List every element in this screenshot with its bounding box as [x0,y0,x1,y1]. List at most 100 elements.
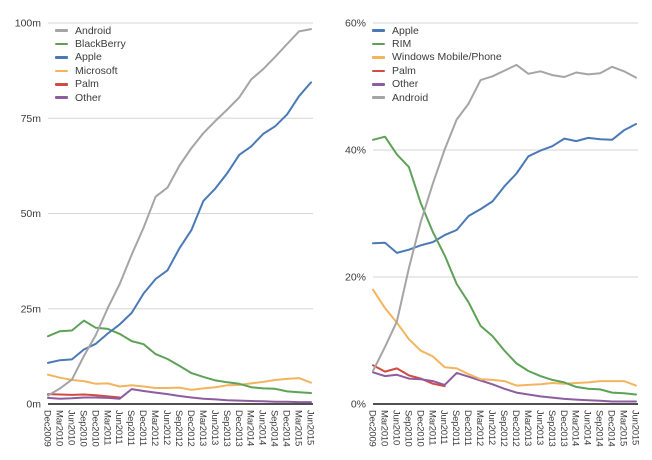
x-tick-label: Sep2013 [221,410,232,447]
x-tick-label: Dec2011 [462,410,473,446]
legend-swatch-icon [55,82,68,86]
x-tick-label: Mar2011 [101,410,112,445]
legend-item-blackberry: BlackBerry [55,37,126,50]
x-tick-label: Jun2011 [438,410,449,444]
legend-item-palm: Palm [55,78,126,91]
legend-swatch-icon [372,42,385,46]
y-tick-label: 75m [21,113,42,125]
x-tick-label: Dec2013 [233,410,244,447]
x-tick-label: Mar2010 [53,410,64,446]
y-tick-label: 25m [21,303,42,315]
x-tick-label: Mar2013 [522,410,533,446]
legend-swatch-icon [55,96,68,99]
x-tick-label: Sep2012 [173,410,184,447]
legend-item-apple: Apple [372,24,502,37]
legend-label: Apple [75,51,102,64]
x-tick-label: Jun2010 [390,410,401,445]
legend-label: Palm [392,64,416,77]
x-tick-label: Mar2012 [474,410,485,446]
us-smartphone-market-share-legend: Apple RIM Windows Mobile/Phone Palm Other And… [372,24,502,104]
x-tick-label: Dec2009 [42,410,53,447]
series-line-palm [47,393,121,399]
series-line-apple [372,123,637,254]
legend-label: Apple [392,24,419,37]
series-line-rim [372,135,637,396]
legend-item-android: Android [372,91,502,104]
x-tick-label: Sep2011 [125,410,136,446]
legend-swatch-icon [55,56,68,59]
legend-item-windows-mobile-phone: Windows Mobile/Phone [372,51,502,64]
legend-item-microsoft: Microsoft [55,64,126,77]
us-smartphone-market-share-plot-area: 0%20%40%60%Dec2009 Mar2010 Jun2010 Sep2010 D… [345,18,641,447]
us-smartphone-installed-base-legend: Android BlackBerry Apple Microsoft Palm Other [55,24,126,104]
series-line-blackberry [47,319,312,394]
x-tick-label: Mar2010 [378,410,389,446]
x-tick-label: Sep2010 [77,410,88,447]
x-tick-label: Jun2013 [534,410,545,445]
x-tick-label: Dec2012 [510,410,521,447]
legend-item-android: Android [55,24,126,37]
legend-label: Microsoft [75,64,118,77]
legend-label: Other [75,91,102,104]
series-line-other [47,388,312,404]
installed-base-chart: 0m 25m 50m 75m 100m Dec2009 Mar2010 Jun2010 Sep2… [15,18,316,447]
legend-label: Palm [75,78,99,91]
x-tick-label: Sep2013 [546,410,557,447]
legend-label: Android [75,24,112,37]
x-tick-label: Sep2011 [450,410,461,446]
series-line-apple [47,81,312,364]
x-tick-label: Sep2012 [498,410,509,447]
legend-label: BlackBerry [75,38,126,51]
x-tick-label: Dec2010 [414,410,425,447]
legend-swatch-icon [55,29,68,32]
series-line-android [372,63,637,372]
legend-label: Windows Mobile/Phone [392,51,502,64]
x-tick-label: Jun2013 [209,410,220,445]
x-tick-label: Mar2012 [149,410,160,446]
x-tick-label: Dec2011 [137,410,148,446]
y-tick-label: 40% [345,145,366,157]
series-line-other [372,371,637,403]
series-line-android [47,28,312,397]
y-tick-label: 60% [345,18,366,30]
x-tick-label: Sep2010 [402,410,413,447]
series-line-microsoft [47,373,312,391]
x-tick-label: Sep2014 [269,410,280,447]
x-tick-label: Jun2014 [257,410,268,445]
x-tick-label: Sep2014 [594,410,605,447]
x-tick-label: Dec2013 [558,410,569,447]
x-tick-label: Mar2013 [197,410,208,446]
legend-swatch-icon [55,42,68,46]
x-tick-label: Mar2015 [293,410,304,446]
x-tick-label: Jun2011 [113,410,124,444]
legend-item-apple: Apple [55,51,126,64]
legend-label: Other [392,78,419,91]
x-tick-label: Mar2014 [245,410,256,446]
legend-swatch-icon [372,96,385,99]
legend-label: RIM [392,38,412,51]
legend-swatch-icon [372,69,385,73]
series-line-palm [372,364,446,388]
y-tick-label: 50m [21,208,42,220]
legend-swatch-icon [372,82,385,86]
legend-item-other: Other [372,78,502,91]
legend-item-other: Other [55,91,126,104]
legend-swatch-icon [372,56,385,59]
y-tick-label: 20% [345,272,366,284]
x-tick-label: Mar2014 [570,410,581,446]
x-tick-label: Jun2015 [630,410,641,445]
x-tick-label: Jun2012 [486,410,497,445]
x-tick-label: Mar2015 [618,410,629,446]
x-tick-label: Dec2014 [281,410,292,447]
y-tick-label: 0m [26,399,41,411]
x-tick-label: Jun2010 [65,410,76,445]
x-tick-label: Dec2009 [367,410,378,447]
x-tick-label: Jun2015 [305,410,316,445]
legend-swatch-icon [372,29,385,32]
legend-item-rim: RIM [372,37,502,50]
series-line-windows-mobile-phone [372,288,637,387]
legend-item-palm: Palm [372,64,502,77]
market-share-chart: 0% 20% 40% 60% Dec2009 Mar2010 Jun2010 Sep2010 D… [326,0,652,460]
